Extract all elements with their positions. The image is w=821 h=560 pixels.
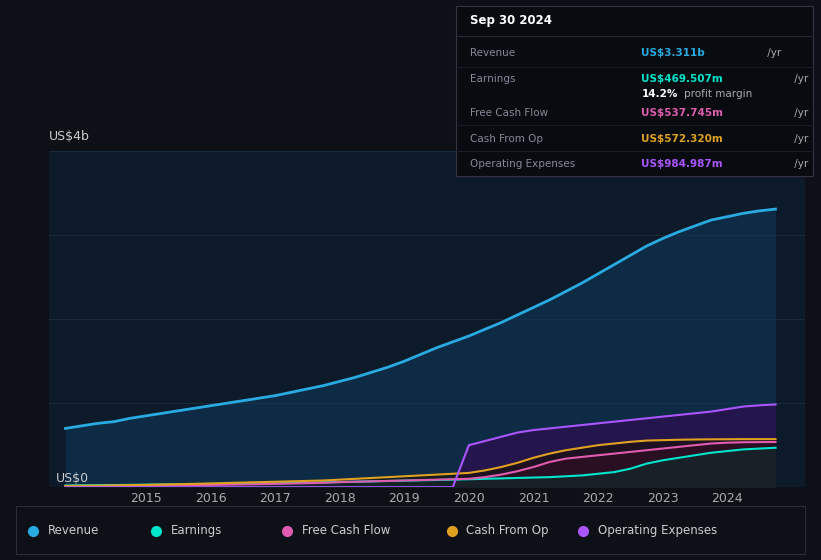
Text: Operating Expenses: Operating Expenses (470, 160, 576, 170)
Text: 14.2%: 14.2% (641, 90, 678, 100)
Text: Free Cash Flow: Free Cash Flow (302, 524, 391, 537)
Text: US$469.507m: US$469.507m (641, 74, 723, 84)
Text: Earnings: Earnings (470, 74, 516, 84)
Text: US$4b: US$4b (49, 130, 90, 143)
Text: /yr: /yr (791, 108, 808, 118)
Text: US$3.311b: US$3.311b (641, 48, 705, 58)
Text: US$537.745m: US$537.745m (641, 108, 723, 118)
Text: Sep 30 2024: Sep 30 2024 (470, 15, 552, 27)
Text: Cash From Op: Cash From Op (470, 134, 543, 144)
Text: profit margin: profit margin (684, 90, 753, 100)
Text: Revenue: Revenue (470, 48, 515, 58)
Text: /yr: /yr (791, 74, 808, 84)
Text: Revenue: Revenue (48, 524, 99, 537)
Text: Operating Expenses: Operating Expenses (598, 524, 717, 537)
Text: US$0: US$0 (56, 472, 89, 485)
FancyBboxPatch shape (456, 6, 813, 176)
Text: Earnings: Earnings (171, 524, 222, 537)
Text: /yr: /yr (791, 134, 808, 144)
Text: US$572.320m: US$572.320m (641, 134, 723, 144)
Text: Free Cash Flow: Free Cash Flow (470, 108, 548, 118)
Text: /yr: /yr (764, 48, 781, 58)
Text: /yr: /yr (791, 160, 808, 170)
Text: US$984.987m: US$984.987m (641, 160, 723, 170)
Text: Cash From Op: Cash From Op (466, 524, 548, 537)
